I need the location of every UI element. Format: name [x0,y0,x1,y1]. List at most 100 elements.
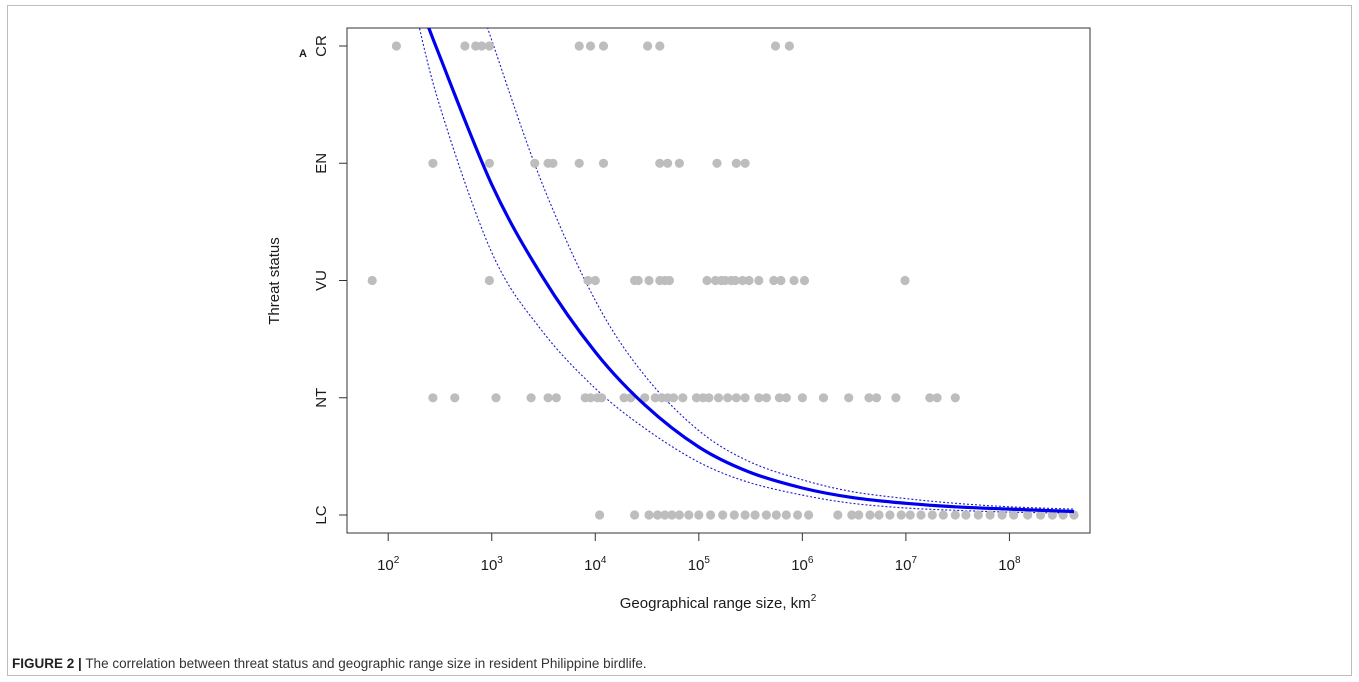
data-point-lc [847,510,857,520]
data-point-nt [704,393,714,403]
x-axis-label-superscript: 2 [811,593,817,604]
data-point-lc [938,510,948,520]
data-point-nt [619,393,629,403]
figure-frame [7,5,1352,676]
data-point-nt [871,393,882,403]
data-point-vu [702,275,712,286]
data-point-en [655,158,665,168]
data-point-nt [491,393,501,403]
data-point-lc [1009,510,1019,520]
data-point-lc [667,510,677,520]
data-point-vu [590,275,600,286]
data-point-nt [754,393,764,403]
data-point-cr [784,41,795,51]
y-tick-label-cr: CR [313,35,330,57]
data-point-en [674,158,685,168]
data-point-lc [761,510,772,520]
data-point-en [712,158,722,168]
data-point-lc [927,510,937,520]
data-point-lc [644,510,654,520]
data-point-en [484,158,494,168]
data-point-vu [730,275,740,286]
data-point-nt [551,393,561,403]
data-point-vu [367,275,377,286]
data-point-nt [891,393,901,403]
x-tick-label: 106 [791,555,814,574]
x-tick-label: 104 [584,555,607,574]
data-point-lc [833,510,843,520]
data-point-nt [543,393,553,403]
data-point-vu [799,275,810,286]
x-axis: 102 103 104 105 106 107 108 [377,532,1021,574]
data-point-cr [574,41,584,51]
data-point-vu [664,275,675,286]
data-point-lc [729,510,739,520]
data-point-lc [694,510,704,520]
data-point-lc [804,510,814,520]
data-point-nt [678,393,688,403]
data-point-nt [761,393,772,403]
data-point-cr [477,41,487,51]
x-tick-label: 105 [688,555,711,574]
x-tick-label: 107 [895,555,918,574]
data-point-lc [896,510,906,520]
data-point-lc [961,510,971,520]
y-axis-label: Threat status [266,237,283,325]
data-point-cr [391,41,401,51]
data-point-nt [668,393,679,403]
figure-caption-label: FIGURE 2 | [12,656,82,671]
data-point-en [428,158,438,168]
data-point-nt [844,393,854,403]
data-point-nt [526,393,536,403]
data-point-lc [660,510,670,520]
data-point-nt [932,393,942,403]
data-point-nt [774,393,785,403]
x-tick-label: 108 [998,555,1021,574]
data-point-lc [916,510,926,520]
y-tick-label-lc: LC [313,505,330,524]
confidence-interval-layer [418,28,1075,514]
data-point-vu [900,275,910,286]
data-point-cr [585,41,596,51]
data-point-lc [706,510,716,520]
fit-curve-layer [427,28,1075,514]
x-tick-label: 103 [481,555,504,574]
data-point-vu [769,275,779,286]
y-tick-label-nt: NT [313,388,330,408]
data-point-nt [797,393,808,403]
data-point-lc [1047,510,1057,520]
data-points-layer [367,41,1079,520]
data-point-en [530,158,540,168]
data-point-vu [583,275,593,286]
y-tick-label-en: EN [313,153,330,174]
data-point-vu [776,275,786,286]
data-point-cr [460,41,470,51]
data-point-nt [585,393,596,403]
data-point-lc [973,510,983,520]
fit-curve-line [427,28,1075,514]
data-point-vu [789,275,799,286]
data-point-nt [640,393,650,403]
data-point-nt [597,393,607,403]
data-point-lc [885,510,895,520]
data-point-vu [484,275,494,286]
data-point-lc [997,510,1007,520]
data-point-en [574,158,584,168]
data-point-en [740,158,750,168]
data-point-lc [674,510,685,520]
data-point-nt [450,393,460,403]
data-point-lc [793,510,803,520]
data-point-lc [950,510,960,520]
data-point-nt [731,393,741,403]
data-point-lc [718,510,728,520]
data-point-nt [925,393,935,403]
data-point-vu [644,275,654,286]
data-point-nt [740,393,750,403]
data-point-lc [1036,510,1046,520]
data-point-lc [865,510,875,520]
data-point-lc [1023,510,1033,520]
data-point-cr [643,41,653,51]
data-point-nt [691,393,702,403]
data-point-cr [770,41,781,51]
